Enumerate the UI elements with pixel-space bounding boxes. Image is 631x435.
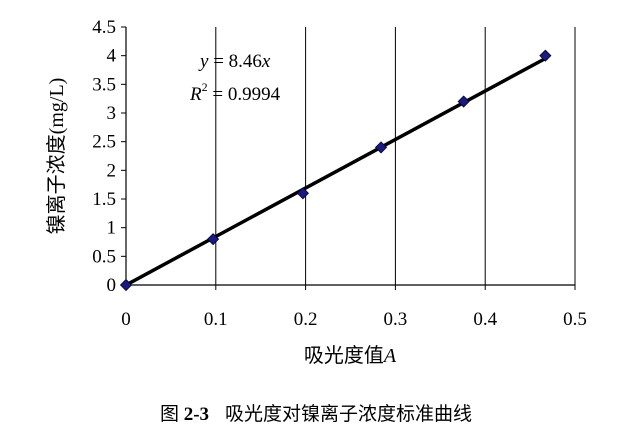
y-tick-label: 1 <box>107 218 117 239</box>
data-point <box>457 95 470 108</box>
y-tick-label: 3.5 <box>92 74 116 95</box>
x-axis-label: 吸光度值A <box>304 344 397 367</box>
trendline-group <box>124 56 548 287</box>
y-tick-label: 2.5 <box>92 132 116 153</box>
y-tick-label: 0.5 <box>92 246 116 267</box>
data-point <box>374 141 388 154</box>
x-tick-label: 0.3 <box>384 309 408 330</box>
y-tick-label: 3 <box>107 103 117 124</box>
data-point <box>539 49 552 62</box>
y-axis-label: 镍离子浓度(mg/L) <box>45 78 68 235</box>
data-point <box>119 278 133 292</box>
y-tick-label: 1.5 <box>92 189 116 210</box>
data-point <box>207 233 220 246</box>
x-tick-label: 0 <box>121 309 131 330</box>
data-points <box>119 49 552 292</box>
data-point <box>296 187 309 200</box>
x-tick-labels: 0 0.1 0.2 0.3 0.4 0.5 <box>121 309 587 330</box>
y-tick-label: 4.5 <box>92 17 116 38</box>
y-tick-label: 2 <box>107 160 117 181</box>
trendline <box>124 56 548 287</box>
x-tick-label: 0.2 <box>294 309 318 330</box>
y-tick-label: 0 <box>107 275 117 296</box>
axes <box>121 26 576 290</box>
trendline-equation: y = 8.46x <box>198 51 271 72</box>
x-tick-label: 0.1 <box>204 309 228 330</box>
x-tick-label: 0.4 <box>473 309 497 330</box>
y-tick-label: 4 <box>107 46 117 67</box>
r-squared-label: R2 = 0.9994 <box>189 80 281 105</box>
y-tick-labels: 0 0.5 1 1.5 2 2.5 3 3.5 4 4.5 <box>92 17 116 296</box>
figure-caption: 图 2-3 吸光度对镍离子浓度标准曲线 <box>160 403 472 425</box>
x-tick-label: 0.5 <box>563 309 587 330</box>
